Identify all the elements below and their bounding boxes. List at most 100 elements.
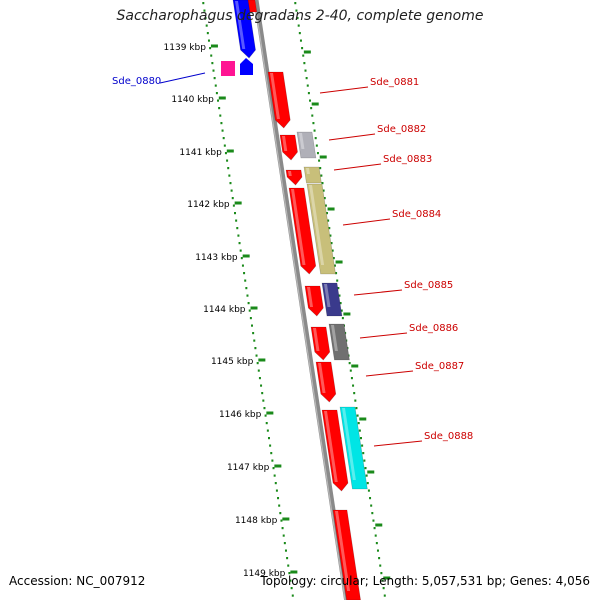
- gene-feature-sde-0885[interactable]: [304, 285, 324, 317]
- gene-cog-sde-0885[interactable]: [321, 282, 343, 317]
- gene-feature-sde-0887[interactable]: [315, 361, 337, 403]
- scale-dot-right: [301, 47, 304, 50]
- scale-tick-label: 1143 kbp: [195, 253, 238, 263]
- scale-dot-right: [310, 107, 313, 110]
- scale-dot-right: [367, 489, 370, 492]
- scale-dot-left: [280, 519, 283, 522]
- gene-label-sde-0886[interactable]: Sde_0886: [409, 323, 458, 334]
- gene-feature-sde-0880-upstream[interactable]: [232, 0, 256, 59]
- scale-dot-right: [312, 122, 315, 125]
- gene-label-sde-0887[interactable]: Sde_0887: [415, 361, 464, 372]
- scale-tick-label: 1144 kbp: [203, 305, 246, 315]
- scale-dot-left: [290, 587, 293, 590]
- scale-dot-right: [335, 272, 338, 275]
- scale-dot-left: [226, 159, 229, 162]
- scale-dot-right: [316, 152, 319, 155]
- scale-dot-left: [248, 309, 251, 312]
- gene-cog-sde-0888[interactable]: [339, 406, 368, 490]
- gene-label-sde-0885[interactable]: Sde_0885: [404, 280, 453, 291]
- gene-feature-sde-0881-shade: [270, 73, 280, 119]
- scale-dot-left: [289, 579, 292, 582]
- scale-tick-right: [351, 364, 359, 368]
- scale-dot-right: [365, 474, 368, 477]
- scale-dot-left: [275, 489, 278, 492]
- scale-dot-right: [352, 384, 355, 387]
- gene-label-sde-0883[interactable]: Sde_0883: [383, 154, 432, 165]
- scale-dot-right: [313, 129, 316, 132]
- scale-dot-left: [247, 302, 250, 305]
- scale-dot-left: [284, 549, 287, 552]
- gene-feature-sde-0880-cog[interactable]: [221, 61, 235, 76]
- gene-cog-sde-0883[interactable]: [303, 166, 322, 184]
- scale-tick-label: 1140 kbp: [171, 95, 214, 105]
- scale-tick-right: [327, 207, 335, 211]
- scale-dot-left: [213, 77, 216, 80]
- scale-dot-right: [348, 362, 351, 365]
- scale-dot-right: [296, 17, 299, 20]
- gene-cog-sde-0882[interactable]: [296, 131, 317, 159]
- gene-cog-sde-0883-shade: [306, 168, 310, 174]
- scale-dot-left: [253, 339, 256, 342]
- gene-cog-sde-0888-shade: [342, 408, 356, 480]
- scale-dot-left: [278, 504, 281, 507]
- gene-label-sde-0882[interactable]: Sde_0882: [377, 124, 426, 135]
- scale-dot-right: [303, 62, 306, 65]
- gene-label-sde-0884[interactable]: Sde_0884: [392, 209, 441, 220]
- genome-backbone-highlight: [253, 0, 346, 600]
- scale-dot-left: [224, 152, 227, 155]
- scale-dot-left: [237, 234, 240, 237]
- gene-label-leader: [353, 289, 403, 296]
- gene-label-leader: [333, 163, 382, 171]
- scale-tick-label: 1146 kbp: [219, 410, 262, 420]
- gene-feature-sde-0888[interactable]: [321, 409, 349, 492]
- scale-dot-left: [243, 272, 246, 275]
- gene-cog-sde-0884[interactable]: [306, 183, 336, 275]
- scale-dot-left: [230, 189, 233, 192]
- scale-dot-right: [299, 39, 302, 42]
- scale-dot-right: [382, 587, 385, 590]
- scale-dot-right: [309, 99, 312, 102]
- scale-tick-label: 1142 kbp: [187, 200, 230, 210]
- scale-dot-left: [261, 392, 264, 395]
- scale-dot-right: [353, 392, 356, 395]
- scale-dot-left: [202, 2, 205, 5]
- scale-dot-left: [235, 219, 238, 222]
- scale-dot-right: [332, 257, 335, 260]
- gene-label-sde-0881[interactable]: Sde_0881: [370, 77, 419, 88]
- scale-dot-right: [380, 572, 383, 575]
- gene-feature-partial-bottom[interactable]: [332, 509, 361, 600]
- scale-dot-left: [236, 227, 239, 230]
- gene-feature-sde-0884[interactable]: [288, 187, 317, 275]
- gene-feature-sde-0883[interactable]: [285, 169, 303, 186]
- genome-summary-label: Topology: circular; Length: 5,057,531 bp…: [260, 574, 590, 588]
- scale-dot-right: [369, 497, 372, 500]
- scale-dot-left: [249, 317, 252, 320]
- gene-feature-sde-0882[interactable]: [279, 134, 298, 161]
- scale-dot-right: [374, 534, 377, 537]
- scale-tick-right: [303, 50, 311, 54]
- scale-dot-left: [264, 414, 267, 417]
- gene-label-sde-0880[interactable]: Sde_0880: [112, 76, 161, 87]
- gene-feature-partial-bottom-shade: [335, 511, 351, 591]
- gene-feature-sde-0884-shade: [291, 189, 306, 265]
- gene-feature-sde-0886[interactable]: [310, 326, 331, 361]
- gene-label-leader: [319, 86, 369, 94]
- scale-dot-right: [329, 234, 332, 237]
- gene-feature-sde-0881[interactable]: [267, 71, 291, 129]
- gene-cog-sde-0886[interactable]: [328, 323, 350, 361]
- gene-label-sde-0888[interactable]: Sde_0888: [424, 431, 473, 442]
- scale-dot-left: [227, 167, 230, 170]
- scale-tick-label: 1139 kbp: [164, 43, 207, 53]
- scale-tick-right: [359, 417, 367, 421]
- scale-dot-right: [294, 2, 297, 5]
- scale-dot-right: [372, 519, 375, 522]
- scale-dot-left: [231, 197, 234, 200]
- scale-dot-left: [267, 437, 270, 440]
- gene-feature-sde-0880-arrow[interactable]: [240, 58, 253, 75]
- scale-dot-right: [305, 77, 308, 80]
- scale-dot-right: [370, 504, 373, 507]
- scale-dot-left: [271, 459, 274, 462]
- scale-dot-left: [244, 279, 247, 282]
- scale-dot-right: [378, 557, 381, 560]
